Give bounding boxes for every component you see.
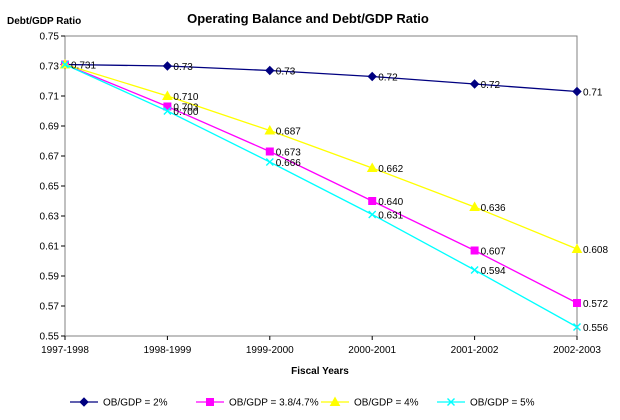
x-tick-label: 1999-2000: [246, 345, 294, 356]
series-line: [64, 63, 578, 250]
series-2: [61, 60, 581, 307]
x-tick-label: 1998-1999: [143, 345, 191, 356]
data-label: 0.710: [173, 92, 198, 103]
legend: OB/GDP = 2% OB/GDP = 3.8/4.7% OB/GDP = 4% O…: [70, 396, 535, 409]
series-line: [64, 63, 578, 93]
legend-marker: [206, 398, 214, 406]
data-point: [265, 158, 274, 166]
data-point: [162, 61, 173, 71]
data-label: 0.556: [583, 323, 608, 334]
data-point: [265, 147, 274, 156]
legend-label: OB/GDP = 2%: [103, 398, 168, 409]
data-point: [470, 266, 479, 274]
data-label: 0.700: [173, 107, 198, 118]
series-layer: [59, 58, 583, 331]
data-point: [572, 86, 582, 97]
data-point: [162, 90, 173, 100]
data-label: 0.572: [583, 299, 608, 310]
data-point: [571, 243, 583, 253]
data-label: 0.594: [481, 266, 506, 277]
legend-item: OB/GDP = 4%: [321, 396, 419, 409]
data-label: 0.631: [378, 211, 403, 222]
data-label: 0.72: [378, 73, 398, 84]
y-tick-label: 0.61: [40, 242, 60, 253]
marker-stroke: [573, 323, 581, 331]
data-point: [264, 124, 276, 135]
y-tick-label: 0.57: [40, 302, 60, 313]
data-label: 0.731: [71, 61, 96, 72]
legend-marker: [447, 398, 455, 406]
series-1: [60, 59, 582, 97]
data-label: 0.703: [173, 103, 198, 114]
x-tick-label: 1997-1998: [41, 345, 89, 356]
y-tick-label: 0.63: [40, 212, 60, 223]
data-label: 0.73: [173, 62, 193, 73]
y-tick-label: 0.67: [40, 152, 60, 163]
data-point: [366, 162, 378, 172]
x-tick-label: 2001-2002: [451, 345, 499, 356]
marker-stroke: [163, 107, 172, 115]
data-point: [469, 79, 480, 89]
legend-marker: [79, 397, 89, 407]
data-label: 0.673: [276, 148, 301, 159]
data-label: 0.662: [378, 164, 403, 175]
data-point: [368, 210, 377, 219]
data-point: [469, 201, 480, 211]
marker-stroke: [368, 210, 377, 219]
series-4: [61, 60, 581, 331]
legend-item: OB/GDP = 2%: [70, 397, 168, 409]
y-axis: 0.55 0.57 0.59 0.61 0.63 0.65 0.67 0.69 0.71 0.73…: [40, 32, 65, 343]
marker-stroke: [470, 266, 479, 274]
marker-stroke: [447, 398, 455, 406]
data-point: [265, 65, 275, 76]
data-label: 0.636: [481, 203, 506, 214]
data-point: [61, 60, 69, 69]
y-tick-label: 0.55: [40, 332, 60, 343]
data-point: [573, 323, 581, 331]
x-tick-label: 2002-2003: [553, 345, 601, 356]
data-point: [470, 246, 479, 255]
y-tick-label: 0.65: [40, 182, 60, 193]
chart-title: Operating Balance and Debt/GDP Ratio: [187, 11, 429, 26]
y-tick-label: 0.73: [40, 62, 60, 73]
x-tick-label: 2000-2001: [348, 345, 396, 356]
series-line: [64, 63, 578, 304]
data-label: 0.640: [378, 197, 403, 208]
data-labels: 0.731 0.73 0.73 0.72 0.72 0.71 0.703 0.673 0.640…: [71, 61, 608, 335]
legend-item: OB/GDP = 5%: [437, 398, 535, 409]
legend-marker: [329, 396, 341, 406]
legend-item: OB/GDP = 3.8/4.7%: [196, 398, 319, 409]
data-point: [367, 71, 377, 82]
legend-label: OB/GDP = 5%: [470, 398, 535, 409]
data-label: 0.608: [583, 245, 608, 256]
data-point: [368, 197, 377, 205]
legend-label: OB/GDP = 4%: [354, 398, 419, 409]
marker-stroke: [265, 158, 274, 166]
y-axis-title: Debt/GDP Ratio: [7, 16, 81, 27]
y-tick-label: 0.69: [40, 122, 60, 133]
legend-label: OB/GDP = 3.8/4.7%: [229, 398, 319, 409]
data-label: 0.666: [276, 158, 301, 169]
data-label: 0.71: [583, 88, 603, 99]
y-tick-label: 0.71: [40, 92, 60, 103]
series-line: [64, 63, 578, 328]
data-label: 0.73: [276, 67, 296, 78]
data-label: 0.687: [276, 127, 301, 138]
y-tick-label: 0.75: [40, 32, 60, 43]
data-label: 0.607: [481, 247, 506, 258]
x-axis: 1997-1998 1998-1999 1999-2000 2000-2001 2001…: [41, 336, 601, 356]
y-tick-label: 0.59: [40, 272, 60, 283]
marker-stroke: [61, 60, 69, 69]
data-point: [163, 102, 172, 111]
data-point: [163, 107, 172, 115]
x-axis-title: Fiscal Years: [291, 366, 349, 377]
plot-area: [64, 35, 578, 337]
data-label: 0.72: [481, 80, 501, 91]
data-point: [573, 299, 581, 307]
